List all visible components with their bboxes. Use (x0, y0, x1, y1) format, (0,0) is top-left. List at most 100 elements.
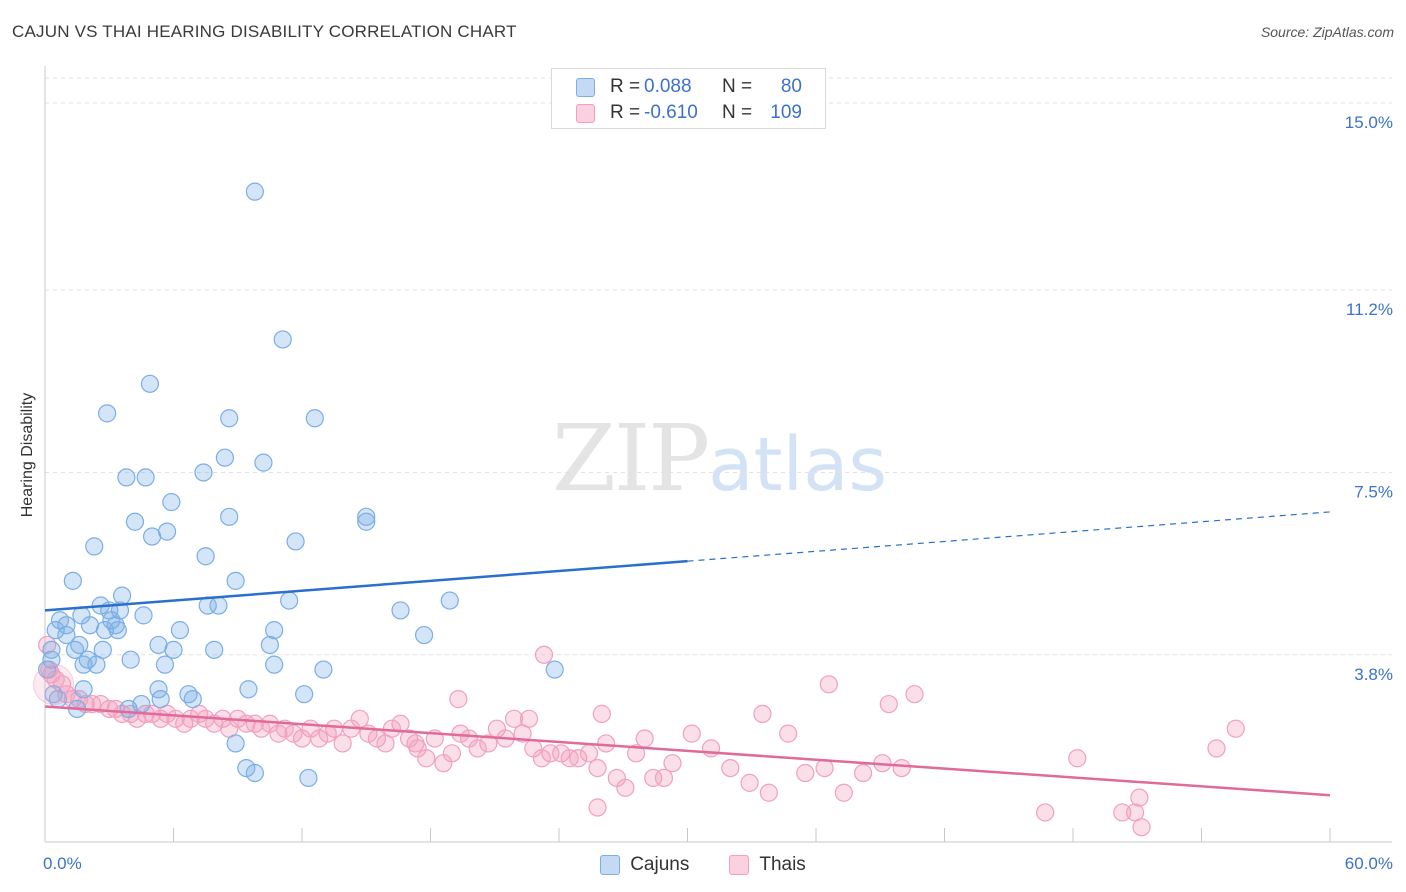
cajun-point (46, 621, 65, 640)
legend-row-cajuns: R = 0.088 N = 80 (576, 75, 802, 99)
cajun-point (87, 655, 106, 674)
cajuns-trend-extension (687, 511, 1331, 562)
cajun-point (260, 635, 279, 655)
thai-cluster-point (33, 663, 75, 705)
cajun-point (57, 625, 76, 645)
cajun-point (245, 763, 264, 783)
cajun-point (545, 660, 564, 679)
thai-point (519, 709, 539, 728)
legend-item-cajuns[interactable]: Cajuns (600, 854, 689, 876)
cajun-point (194, 463, 213, 482)
legend-label-cajuns: Cajuns (630, 854, 690, 875)
thai-point (644, 768, 663, 788)
x-tick-label-min: 0.0% (43, 854, 82, 873)
thai-point (616, 778, 635, 797)
thais-trend-line (44, 705, 1331, 797)
thai-point (325, 719, 344, 738)
cajun-point (280, 591, 299, 610)
cajun-point (136, 468, 155, 487)
thai-point (588, 798, 607, 817)
cajun-point (226, 571, 245, 590)
legend-row-thais: R = -0.610 N = 109 (576, 101, 802, 125)
thai-point (819, 675, 838, 694)
thai-point (635, 729, 654, 748)
cajun-point (57, 616, 76, 635)
cajun-point (265, 621, 284, 640)
cajun-point (74, 680, 93, 699)
cajun-point (85, 537, 104, 556)
thai-point (682, 724, 701, 743)
thai-point (406, 734, 425, 753)
cajun-point (164, 640, 183, 659)
cajun-point (299, 768, 318, 788)
watermark: ZIPatlas (552, 405, 887, 512)
cajun-point (209, 596, 228, 615)
source-label: Source: ZipAtlas.com (1260, 24, 1394, 40)
thai-point (534, 645, 554, 664)
cajun-point (220, 507, 239, 526)
thai-point (654, 768, 674, 788)
cajun-point (440, 591, 459, 610)
cajun-point (134, 606, 153, 625)
thai-point (532, 749, 551, 768)
watermark-atlas: atlas (708, 422, 887, 508)
thais-swatch (729, 855, 750, 875)
thai-point (753, 704, 772, 723)
cajun-point (295, 685, 314, 704)
thai-point (552, 744, 571, 763)
thai-point (597, 734, 616, 753)
thai-point (626, 744, 646, 763)
thai-point (588, 758, 607, 778)
cajun-point (237, 758, 256, 778)
cajuns-swatch (600, 855, 621, 875)
y-axis-label: Hearing Disability (19, 392, 36, 518)
thai-point (1036, 803, 1055, 822)
thai-point (284, 724, 303, 743)
thai-point (905, 685, 924, 704)
y-tick-label: 3.8% (1354, 665, 1393, 684)
cajun-point (42, 640, 61, 659)
n-label: N = (722, 102, 753, 123)
cajun-point (196, 547, 215, 566)
n-value: 80 (780, 76, 802, 97)
thai-point (740, 773, 759, 792)
thai-point (854, 763, 873, 783)
cajun-point (121, 650, 140, 669)
thai-point (479, 734, 498, 753)
thai-point (759, 783, 778, 802)
series-legend: Cajuns Thais (0, 852, 1406, 878)
cajun-point (162, 492, 181, 512)
thai-point (1113, 803, 1132, 822)
correlation-legend: R = 0.088 N = 80 R = -0.610 N = 109 (551, 68, 826, 129)
legend-label-thais: Thais (759, 854, 806, 875)
cajun-point (391, 601, 410, 620)
cajun-point (63, 571, 82, 590)
thai-point (701, 739, 721, 758)
cajun-point (220, 409, 239, 428)
thai-point (592, 704, 611, 723)
thai-point (181, 709, 200, 728)
chart-title: CAJUN VS THAI HEARING DISABILITY CORRELA… (12, 22, 517, 41)
n-value: 109 (770, 102, 802, 123)
cajun-point (265, 655, 284, 674)
cajun-point (151, 690, 170, 709)
thai-point (815, 758, 834, 778)
thai-point (569, 749, 588, 768)
legend-item-thais[interactable]: Thais (729, 854, 806, 876)
cajuns-trend-line (44, 559, 688, 612)
cajun-point (119, 699, 138, 719)
thai-point (417, 749, 436, 768)
thai-point (1068, 749, 1087, 768)
cajun-point (117, 468, 136, 487)
cajun-point (95, 621, 115, 640)
cajun-point (155, 655, 175, 674)
cajun-point (142, 527, 162, 546)
thai-point (442, 744, 462, 763)
cajun-point (205, 640, 224, 659)
thai-point (504, 709, 524, 728)
cajun-point (65, 640, 85, 659)
cajun-point (245, 182, 264, 201)
y-tick-label: 7.5% (1354, 482, 1393, 501)
cajun-point (108, 621, 127, 640)
cajun-point (38, 660, 57, 679)
